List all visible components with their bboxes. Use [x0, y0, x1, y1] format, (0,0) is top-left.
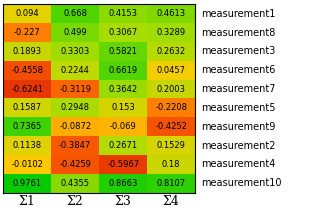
Text: 0.0457: 0.0457	[157, 66, 186, 75]
Text: measurement2: measurement2	[201, 141, 275, 150]
Text: 0.9761: 0.9761	[12, 179, 42, 188]
Text: 0.8663: 0.8663	[108, 179, 138, 188]
Text: measurement8: measurement8	[201, 28, 275, 37]
Text: measurement1: measurement1	[201, 9, 275, 19]
Text: 0.5821: 0.5821	[109, 47, 138, 56]
Text: measurement3: measurement3	[201, 46, 275, 56]
Text: 0.094: 0.094	[15, 9, 39, 18]
Text: 0.18: 0.18	[162, 160, 180, 169]
Text: -0.0872: -0.0872	[59, 122, 91, 131]
Text: 0.4355: 0.4355	[61, 179, 90, 188]
Text: -0.4252: -0.4252	[155, 122, 187, 131]
Text: measurement9: measurement9	[201, 122, 275, 132]
Text: 0.3067: 0.3067	[108, 28, 138, 37]
Text: -0.4259: -0.4259	[59, 160, 91, 169]
Text: -0.6241: -0.6241	[11, 85, 43, 94]
Text: 0.1529: 0.1529	[157, 141, 186, 150]
Text: 0.4613: 0.4613	[156, 9, 186, 18]
Text: 0.1587: 0.1587	[12, 103, 42, 112]
Text: 0.499: 0.499	[63, 28, 87, 37]
Text: measurement7: measurement7	[201, 84, 275, 94]
Text: measurement5: measurement5	[201, 103, 275, 113]
Text: -0.5967: -0.5967	[107, 160, 139, 169]
Text: 0.8107: 0.8107	[156, 179, 186, 188]
Text: -0.227: -0.227	[14, 28, 41, 37]
Text: measurement10: measurement10	[201, 178, 281, 188]
Text: -0.2208: -0.2208	[155, 103, 187, 112]
Text: 0.7365: 0.7365	[12, 122, 42, 131]
Text: 0.2948: 0.2948	[61, 103, 90, 112]
Text: 0.668: 0.668	[63, 9, 87, 18]
Text: -0.0102: -0.0102	[11, 160, 43, 169]
Text: measurement4: measurement4	[201, 159, 275, 169]
Text: 0.153: 0.153	[111, 103, 135, 112]
Text: measurement6: measurement6	[201, 65, 275, 75]
Text: 0.1893: 0.1893	[12, 47, 42, 56]
Text: 0.4153: 0.4153	[109, 9, 138, 18]
Text: 0.2244: 0.2244	[61, 66, 90, 75]
Text: 0.2003: 0.2003	[157, 85, 186, 94]
Text: 0.1138: 0.1138	[12, 141, 42, 150]
Text: -0.4558: -0.4558	[11, 66, 43, 75]
Text: 0.3642: 0.3642	[108, 85, 138, 94]
Text: -0.3847: -0.3847	[59, 141, 91, 150]
Text: 0.3289: 0.3289	[156, 28, 186, 37]
Text: 0.6619: 0.6619	[108, 66, 138, 75]
Text: -0.3119: -0.3119	[59, 85, 91, 94]
Text: 0.2632: 0.2632	[156, 47, 186, 56]
Text: 0.2671: 0.2671	[108, 141, 138, 150]
Text: -0.069: -0.069	[110, 122, 137, 131]
Text: 0.3303: 0.3303	[60, 47, 90, 56]
